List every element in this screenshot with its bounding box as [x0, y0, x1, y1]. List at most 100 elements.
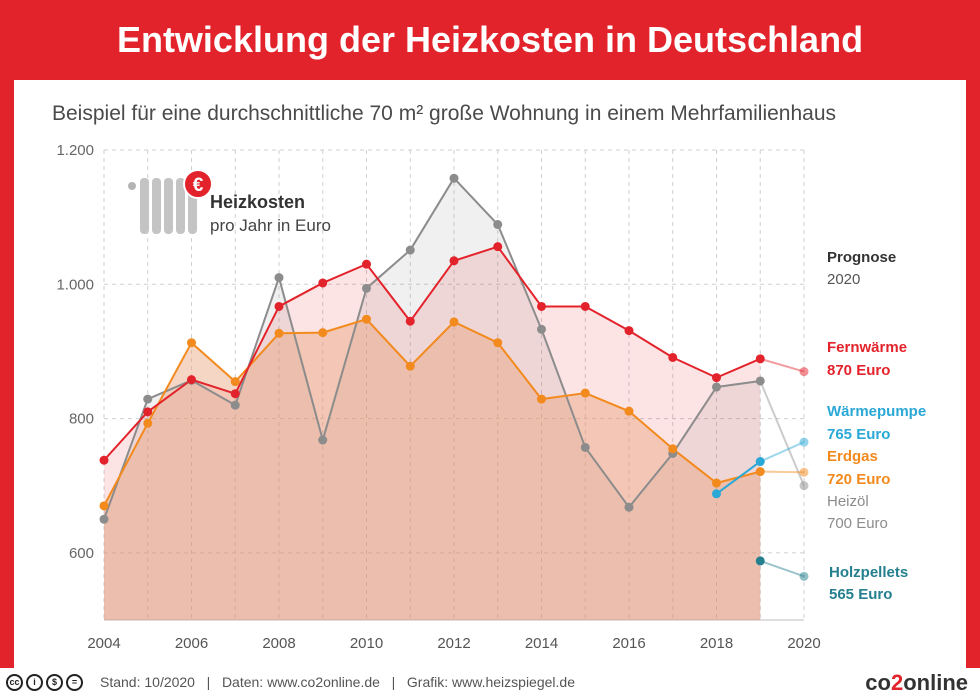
fernwaerme-point [99, 455, 109, 465]
logo-part-online: online [903, 670, 968, 695]
nd-icon: = [66, 673, 83, 691]
heizoel-point [537, 324, 546, 334]
heizoel-line [103, 177, 761, 520]
cc-icon: cc [6, 673, 23, 691]
area-erdgas [104, 319, 761, 620]
heizoel-point [318, 435, 328, 445]
x-tick-label: 2020 [787, 635, 820, 652]
label-erdgas-value: 720 Euro [827, 471, 890, 488]
fernwaerme-point [493, 242, 503, 252]
prognose-year: 2020 [827, 271, 860, 288]
fernwaerme-forecast-line [759, 357, 805, 373]
heizoel-forecast-point [799, 481, 809, 491]
fernwaerme-point [318, 278, 328, 288]
fernwaerme-point [143, 407, 153, 417]
heizoel-point [274, 273, 284, 283]
x-tick-label: 2006 [175, 635, 208, 652]
label-holzpellets-name: Holzpellets [829, 564, 908, 581]
heizoel-point [755, 376, 765, 386]
radiator-euro-icon: € [128, 169, 213, 234]
erdgas-point [624, 406, 634, 416]
erdgas-point [580, 388, 590, 398]
heizoel-point [449, 173, 459, 183]
label-fernwaerme-name: Fernwärme [827, 339, 907, 356]
label-waermepumpe-value: 765 Euro [827, 426, 890, 443]
area-fernwaerme [104, 246, 761, 620]
label-erdgas-name: Erdgas [827, 448, 878, 465]
erdgas-point [99, 501, 109, 511]
fernwaerme-point [362, 259, 371, 269]
fernwaerme-point [405, 316, 415, 326]
waermepumpe-point [712, 489, 721, 499]
label-waermepumpe-name: Wärmepumpe [827, 403, 926, 420]
footer: cc i $ = Stand: 10/2020 | Daten: www.co2… [0, 668, 980, 696]
area-fills [104, 178, 761, 620]
label-heizoel-name: Heizöl [827, 493, 869, 510]
heizoel-point [362, 283, 371, 293]
heizoel-point [230, 400, 240, 410]
holzpellets-point [755, 556, 765, 566]
legend-box: € Heizkosten pro Jahr in Euro [128, 169, 331, 235]
legend-title: Heizkosten [210, 192, 305, 212]
footer-text: Stand: 10/2020 | Daten: www.co2online.de… [100, 674, 575, 690]
legend-subtitle: pro Jahr in Euro [210, 216, 331, 235]
fernwaerme-point [230, 389, 240, 399]
logo-part-co: co [865, 670, 891, 695]
fernwaerme-point [187, 375, 196, 385]
y-tick-label: 1.200 [56, 142, 94, 159]
label-heizoel-value: 700 Euro [827, 515, 888, 532]
erdgas-forecast-point [799, 467, 809, 477]
logo-part-2: 2 [890, 670, 904, 695]
erdgas-point [405, 361, 415, 371]
erdgas-point [318, 328, 328, 338]
label-holzpellets-value: 565 Euro [829, 586, 892, 603]
y-tick-label: 1.000 [56, 276, 94, 293]
erdgas-point [362, 314, 371, 324]
x-tick-label: 2016 [612, 635, 645, 652]
fernwaerme-point [712, 373, 721, 383]
waermepumpe-forecast-point [799, 437, 809, 447]
x-tick-label: 2014 [525, 635, 558, 652]
holzpellets-forecast-line [759, 559, 805, 578]
nc-icon: $ [46, 673, 63, 691]
data-points [99, 173, 809, 581]
erdgas-point [493, 338, 503, 348]
erdgas-point [187, 338, 196, 348]
erdgas-line [103, 318, 761, 507]
heizoel-point [143, 394, 153, 404]
waermepumpe-forecast-line [759, 441, 805, 463]
erdgas-point [712, 478, 721, 488]
heizoel-point [99, 514, 109, 524]
erdgas-forecast-line [760, 470, 805, 474]
erdgas-point [449, 317, 459, 327]
x-tick-label: 2018 [700, 635, 733, 652]
page-title: Entwicklung der Heizkosten in Deutschlan… [116, 19, 864, 60]
heizoel-forecast-line [759, 380, 805, 487]
waermepumpe-line [715, 460, 761, 495]
erdgas-point [755, 467, 765, 477]
fernwaerme-point [449, 256, 459, 266]
area-heizoel [104, 178, 761, 620]
by-icon: i [26, 673, 43, 691]
erdgas-point [537, 394, 546, 404]
waermepumpe-point [755, 457, 765, 467]
heizoel-point [580, 442, 590, 452]
label-fernwaerme-value: 870 Euro [827, 362, 890, 379]
erdgas-point [274, 328, 284, 338]
fernwaerme-point [624, 326, 634, 336]
prognose-label: Prognose [827, 249, 896, 266]
fernwaerme-point [668, 352, 678, 362]
fernwaerme-point [580, 301, 590, 311]
x-tick-label: 2008 [262, 635, 295, 652]
axis-ticks: 600 800 1.000 1.200 2004 2006 2008 2010 2012 2014… [56, 142, 820, 652]
holzpellets-forecast-point [799, 571, 809, 581]
erdgas-point [143, 418, 153, 428]
heizoel-point [624, 502, 634, 512]
fernwaerme-forecast-point [799, 367, 809, 377]
fernwaerme-point [755, 354, 765, 364]
right-labels: Prognose 2020 Fernwärme 870 Euro Wärmepu… [827, 249, 926, 603]
co2online-logo[interactable]: co2online [865, 670, 968, 696]
erdgas-point [668, 444, 678, 454]
y-tick-label: 800 [69, 411, 94, 428]
